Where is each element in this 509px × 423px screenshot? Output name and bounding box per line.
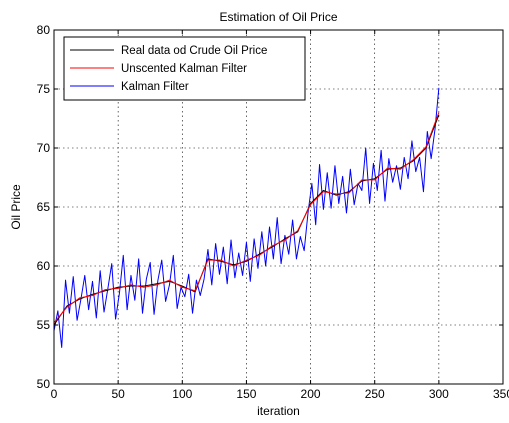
legend-entry-real-data: Real data od Crude Oil Price bbox=[70, 45, 267, 57]
legend-entry-kalman: Kalman Filter bbox=[70, 81, 189, 93]
y-tick-label: 60 bbox=[37, 259, 51, 273]
x-tick-label: 300 bbox=[429, 387, 449, 401]
y-tick-label: 80 bbox=[37, 23, 51, 37]
x-tick-label: 350 bbox=[493, 387, 509, 401]
series-line-kalman bbox=[53, 87, 440, 348]
series-line-unscented-kalman bbox=[53, 112, 440, 323]
x-axis-title: iteration bbox=[257, 404, 300, 418]
legend-label: Kalman Filter bbox=[121, 81, 189, 93]
y-tick-label: 70 bbox=[37, 141, 51, 155]
x-axis-ticks: 0 50 100 150 200 250 300 350 bbox=[51, 30, 509, 401]
x-tick-label: 200 bbox=[301, 387, 321, 401]
legend-label: Real data od Crude Oil Price bbox=[121, 45, 267, 57]
x-tick-label: 100 bbox=[172, 387, 192, 401]
x-tick-label: 250 bbox=[365, 387, 385, 401]
y-tick-label: 50 bbox=[37, 377, 51, 391]
legend-label: Unscented Kalman Filter bbox=[121, 63, 247, 75]
plot-frame bbox=[53, 29, 504, 385]
legend: Real data od Crude Oil Price Unscented Ka… bbox=[63, 36, 306, 101]
y-tick-label: 65 bbox=[37, 200, 51, 214]
y-axis-title: Oil Price bbox=[9, 184, 23, 230]
x-tick-label: 0 bbox=[51, 387, 58, 401]
chart-title: Estimation of Oil Price bbox=[219, 10, 337, 24]
x-tick-label: 50 bbox=[111, 387, 125, 401]
series-layer bbox=[53, 87, 440, 348]
x-tick-label: 150 bbox=[236, 387, 256, 401]
legend-items: Real data od Crude Oil Price Unscented Ka… bbox=[70, 45, 267, 93]
legend-entry-unscented-kalman: Unscented Kalman Filter bbox=[70, 63, 247, 75]
y-tick-label: 55 bbox=[37, 318, 51, 332]
y-tick-label: 75 bbox=[37, 82, 51, 96]
series-line-real-data bbox=[53, 114, 440, 326]
